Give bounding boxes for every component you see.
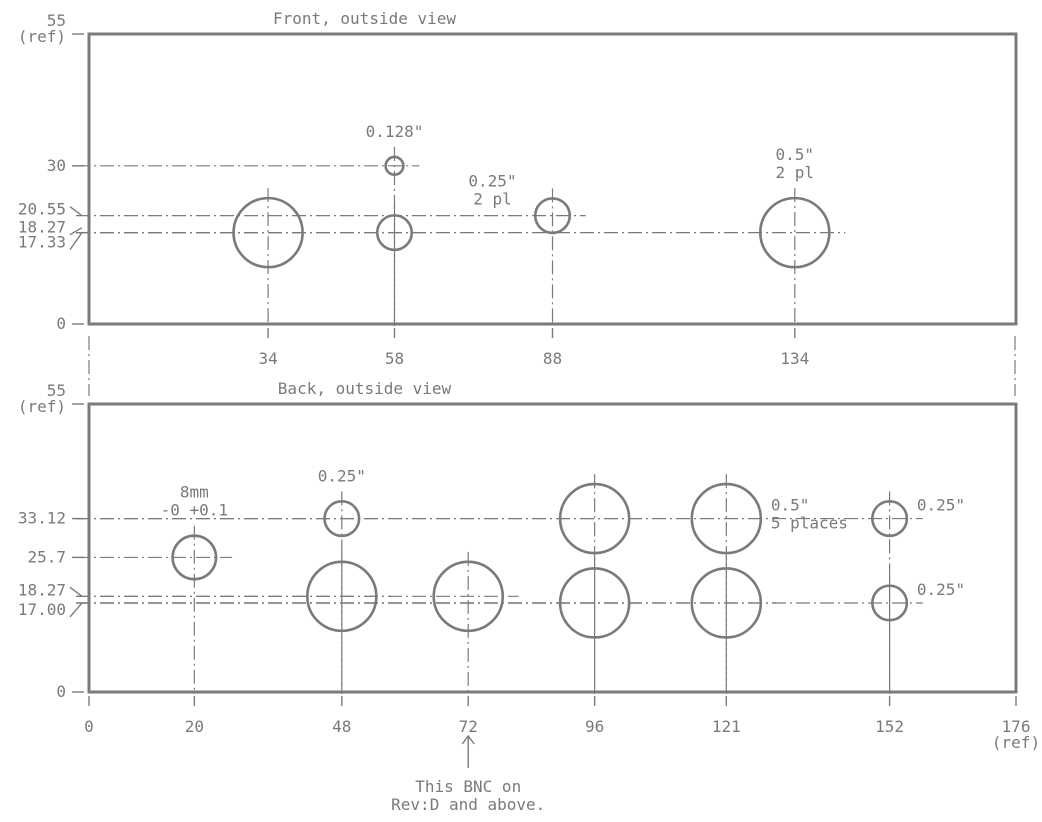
- front-hole: [758, 196, 831, 269]
- back-y-tick-label: 17.00: [18, 600, 66, 619]
- front-hole-callout: 0.128": [366, 122, 424, 141]
- back-hole-callout-line2: -0 +0.1: [161, 501, 228, 520]
- note-arrow-head: [461, 734, 475, 745]
- front-y-leader: [69, 227, 83, 236]
- back-hole-callout: 0.5": [771, 496, 810, 515]
- bnc-note-line2: Rev:D and above.: [391, 795, 545, 814]
- back-x-tick-sublabel: (ref): [992, 733, 1040, 752]
- front-y-tick-label: 30: [47, 156, 66, 175]
- front-hole-callout: 0.5": [776, 145, 815, 164]
- back-hole: [871, 500, 909, 538]
- front-y-tick-label: 18.27: [18, 218, 66, 237]
- back-hole: [871, 584, 909, 622]
- back-x-tick-label: 121: [712, 717, 741, 736]
- back-hole-callout: 0.25": [318, 466, 366, 485]
- back-y-leader: [69, 602, 83, 618]
- front-x-tick-label: 34: [258, 349, 277, 368]
- front-panel-view: Front, outside view 55(ref) 30 20.5518.2717…: [18, 9, 1018, 368]
- front-y-tick-label: 0: [56, 314, 66, 333]
- front-hole-callout-line2: 2 pl: [776, 163, 815, 182]
- back-y-tick-label: 33.12: [18, 509, 66, 528]
- back-hole: [171, 534, 218, 581]
- front-title: Front, outside view: [273, 9, 456, 28]
- front-y-leader: [69, 232, 83, 251]
- back-y-leader: [69, 586, 83, 597]
- back-x-tick-label: 152: [875, 717, 904, 736]
- back-x-tick-label: 176: [1002, 717, 1031, 736]
- back-y-tick-label: 0: [56, 682, 66, 701]
- panel-extent-markers: [88, 336, 1016, 396]
- back-x-tick-label: 48: [332, 717, 351, 736]
- front-hole-callout-line2: 2 pl: [473, 189, 512, 208]
- back-y-tick-sublabel: (ref): [18, 397, 66, 416]
- back-y-tick-label: 18.27: [18, 580, 66, 599]
- bnc-note-line1: This BNC on: [415, 777, 521, 796]
- back-hole-callout: 8mm: [180, 483, 209, 502]
- back-x-tick-label: 72: [459, 717, 478, 736]
- back-x-tick-label: 96: [585, 717, 604, 736]
- front-panel-outline: [87, 32, 1018, 326]
- back-y-tick-label: 55: [47, 381, 66, 400]
- front-y-leader: [69, 206, 83, 217]
- front-y-tick-sublabel: (ref): [18, 27, 66, 46]
- front-x-tick-label: 88: [543, 349, 562, 368]
- front-hole: [384, 155, 405, 176]
- back-x-tick-label: 20: [185, 717, 204, 736]
- back-hole: [432, 560, 505, 633]
- back-panel-view: Back, outside view55(ref)33.1225.718.271…: [18, 379, 1040, 814]
- front-y-tick-label: 20.55: [18, 200, 66, 219]
- back-y-tick-label: 25.7: [27, 547, 66, 566]
- front-x-tick-label: 134: [780, 349, 809, 368]
- front-hole: [533, 197, 572, 235]
- front-x-tick-label: 58: [385, 349, 404, 368]
- back-hole-callout-line2: 5 places: [771, 514, 848, 533]
- back-hole-callout: 0.25": [917, 580, 965, 599]
- front-hole-callout: 0.25": [468, 171, 516, 190]
- back-hole: [558, 482, 631, 555]
- front-y-tick-label: 55: [47, 11, 66, 30]
- front-y-tick-label: 17.33: [18, 233, 66, 252]
- back-panel-outline: [87, 402, 1018, 694]
- back-hole-callout: 0.25": [917, 496, 965, 515]
- back-title: Back, outside view: [278, 379, 452, 398]
- back-x-tick-label: 0: [84, 717, 94, 736]
